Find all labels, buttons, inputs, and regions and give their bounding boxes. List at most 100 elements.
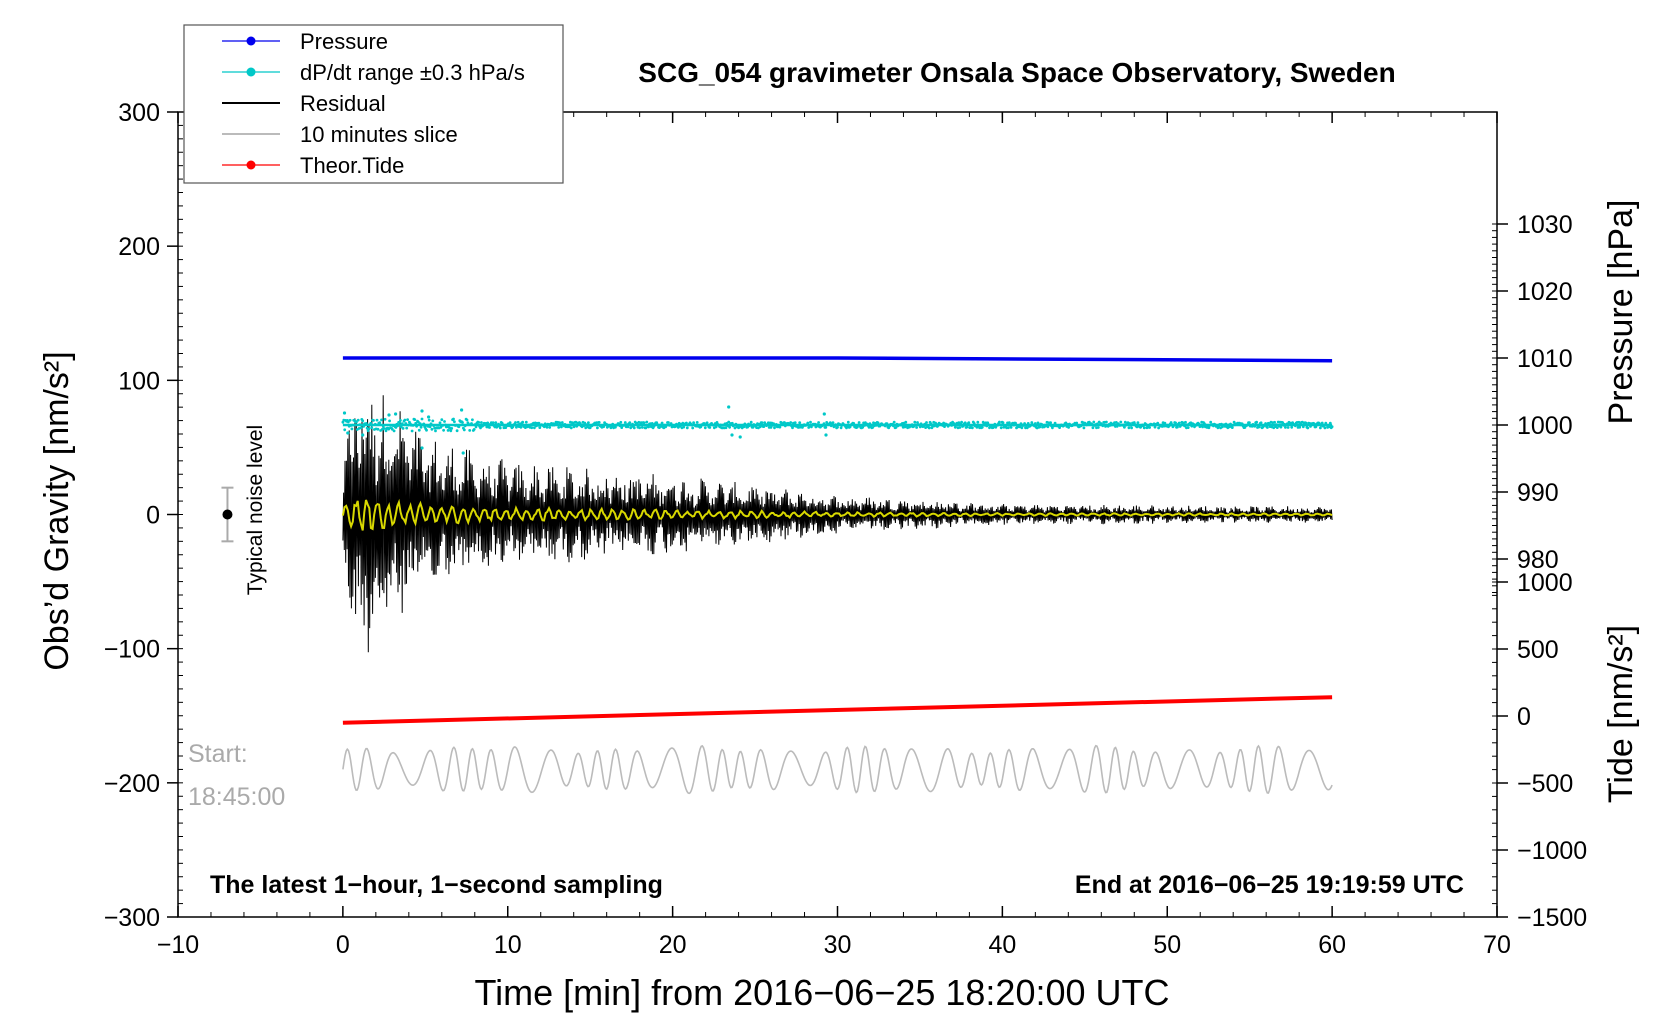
dpdt-point bbox=[632, 426, 636, 430]
dpdt-point bbox=[406, 418, 409, 421]
x-axis-label: Time [min] from 2016−06−25 18:20:00 UTC bbox=[474, 972, 1169, 1013]
dpdt-point bbox=[480, 421, 483, 424]
dpdt-point bbox=[560, 425, 563, 429]
dpdt-point bbox=[461, 421, 464, 424]
dpdt-point bbox=[491, 421, 495, 425]
dpdt-point bbox=[769, 426, 773, 429]
x-tick-label: 60 bbox=[1318, 931, 1346, 959]
dpdt-point bbox=[692, 421, 695, 425]
dpdt-point bbox=[488, 426, 491, 429]
dpdt-point bbox=[343, 428, 347, 432]
dpdt-point bbox=[831, 421, 835, 424]
dpdt-point bbox=[405, 426, 409, 430]
dpdt-point bbox=[789, 421, 793, 424]
legend-label: 10 minutes slice bbox=[300, 122, 458, 147]
dpdt-outlier bbox=[342, 411, 347, 415]
dpdt-point bbox=[965, 425, 969, 429]
dpdt-point bbox=[382, 427, 386, 430]
legend-marker bbox=[246, 67, 256, 77]
dpdt-point bbox=[446, 429, 450, 432]
dpdt-point bbox=[1176, 425, 1179, 429]
dpdt-point bbox=[817, 421, 820, 424]
dpdt-point bbox=[1153, 425, 1157, 429]
dpdt-point bbox=[915, 426, 918, 429]
dpdt-point bbox=[1123, 420, 1127, 424]
dpdt-outlier bbox=[361, 433, 365, 437]
dpdt-point bbox=[1306, 426, 1310, 430]
y-tick-label: −300 bbox=[104, 904, 160, 932]
dpdt-point bbox=[514, 421, 517, 424]
dpdt-point bbox=[356, 418, 360, 422]
dpdt-point bbox=[1279, 425, 1283, 429]
dpdt-point bbox=[403, 418, 407, 422]
dpdt-point bbox=[1049, 421, 1052, 425]
dpdt-point bbox=[417, 428, 421, 432]
dpdt-outlier bbox=[346, 431, 350, 435]
dpdt-point bbox=[1038, 425, 1042, 429]
legend-item: Pressure bbox=[222, 29, 388, 54]
dpdt-point bbox=[629, 426, 633, 430]
dpdt-point bbox=[619, 420, 623, 424]
dpdt-point bbox=[394, 426, 398, 429]
dpdt-point bbox=[1320, 421, 1324, 425]
dpdt-point bbox=[413, 418, 417, 421]
dpdt-point bbox=[778, 425, 782, 429]
dpdt-point bbox=[1290, 425, 1294, 429]
dpdt-point bbox=[904, 420, 908, 424]
dpdt-point bbox=[1082, 426, 1086, 430]
tide-tick-label: −500 bbox=[1517, 770, 1573, 798]
y-tick-label: −200 bbox=[104, 770, 160, 798]
dpdt-point bbox=[597, 421, 601, 424]
dpdt-point bbox=[1255, 420, 1258, 424]
dpdt-point bbox=[1207, 426, 1211, 430]
dpdt-point bbox=[359, 426, 363, 430]
dpdt-point bbox=[1142, 426, 1146, 430]
dpdt-point bbox=[1174, 421, 1177, 425]
dpdt-point bbox=[728, 425, 731, 429]
dpdt-point bbox=[1051, 426, 1054, 430]
dpdt-point bbox=[560, 421, 564, 424]
dpdt-point bbox=[614, 425, 617, 429]
start-time: 18:45:00 bbox=[188, 783, 285, 811]
legend-item: dP/dt range ±0.3 hPa/s bbox=[222, 60, 525, 85]
dpdt-point bbox=[519, 425, 523, 429]
dpdt-point bbox=[477, 421, 481, 424]
dpdt-point bbox=[705, 421, 709, 425]
dpdt-point bbox=[1096, 426, 1100, 429]
dpdt-point bbox=[1304, 421, 1308, 425]
dpdt-point bbox=[894, 426, 898, 429]
dpdt-point bbox=[703, 426, 707, 430]
dpdt-point bbox=[399, 419, 402, 422]
dpdt-point bbox=[462, 428, 466, 432]
pressure-tick-label: 1000 bbox=[1517, 412, 1573, 440]
dpdt-point bbox=[1259, 421, 1263, 425]
x-tick-label: 70 bbox=[1483, 931, 1511, 959]
dpdt-point bbox=[465, 418, 469, 422]
dpdt-point bbox=[439, 425, 443, 429]
dpdt-point bbox=[443, 420, 446, 423]
dpdt-point bbox=[380, 418, 383, 422]
dpdt-point bbox=[471, 418, 474, 422]
dpdt-point bbox=[355, 420, 358, 424]
legend-item: Residual bbox=[222, 91, 386, 116]
legend-label: dP/dt range ±0.3 hPa/s bbox=[300, 60, 525, 85]
y-tick-label: −100 bbox=[104, 636, 160, 664]
dpdt-point bbox=[1281, 421, 1285, 425]
y-tick-label: 300 bbox=[118, 99, 160, 127]
dpdt-point bbox=[530, 426, 534, 430]
dpdt-point bbox=[1232, 420, 1236, 424]
dpdt-point bbox=[682, 425, 686, 429]
y-tick-label: 200 bbox=[118, 233, 160, 261]
x-tick-label: 50 bbox=[1153, 931, 1181, 959]
dpdt-point bbox=[388, 419, 391, 423]
x-tick-label: −10 bbox=[157, 931, 199, 959]
dpdt-point bbox=[449, 429, 453, 433]
dpdt-outlier bbox=[824, 433, 828, 437]
dpdt-point bbox=[925, 421, 928, 424]
dpdt-point bbox=[417, 420, 420, 424]
dpdt-point bbox=[348, 418, 352, 422]
residual-smoothed-line bbox=[341, 498, 1333, 531]
dpdt-point bbox=[440, 418, 444, 422]
pressure-series-line bbox=[342, 356, 1333, 363]
dpdt-point bbox=[1127, 426, 1131, 430]
